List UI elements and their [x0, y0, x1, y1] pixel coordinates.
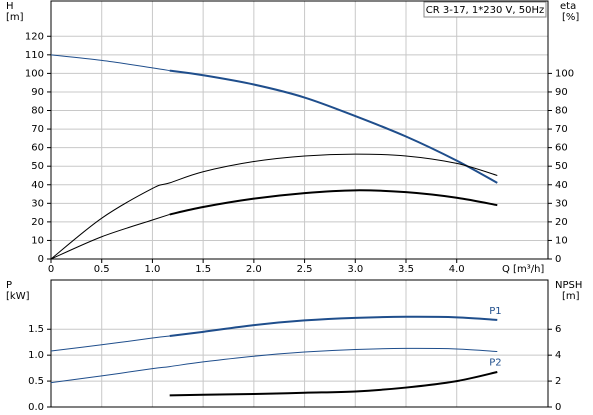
y-tick-label: 20 — [31, 217, 44, 228]
y2-tick-label: 0 — [555, 402, 561, 413]
curve-label: P1 — [489, 306, 501, 317]
y-tick-label: 60 — [31, 143, 44, 154]
y2-tick-label: 80 — [555, 106, 568, 117]
y-tick-label: 70 — [31, 124, 44, 135]
curve — [50, 347, 498, 384]
y-tick-label: 10 — [31, 235, 44, 246]
chart-title: CR 3-17, 1*230 V, 50Hz — [426, 5, 544, 16]
curve-label: P2 — [489, 358, 501, 369]
y2-axis-unit: [%] — [562, 12, 579, 23]
x-tick-label: 3.5 — [398, 264, 414, 275]
y-tick-label: 1.0 — [28, 350, 44, 361]
y-tick-label: 80 — [31, 106, 44, 117]
y2-tick-label: 50 — [555, 161, 568, 172]
y2-tick-label: 4 — [555, 350, 561, 361]
y2-axis-label: NPSH — [555, 280, 582, 291]
curve — [169, 189, 498, 216]
x-tick-label: 0 — [48, 264, 54, 275]
y2-axis-unit: [m] — [562, 291, 580, 302]
x-tick-label: 1.0 — [144, 264, 160, 275]
x-axis-label: Q [m³/h] — [502, 264, 544, 275]
y2-tick-label: 0 — [555, 254, 561, 265]
y-tick-label: 30 — [31, 198, 44, 209]
plot-frame — [50, 279, 549, 408]
x-tick-label: 4.0 — [449, 264, 465, 275]
y-axis-label: P — [6, 280, 12, 291]
curve — [169, 315, 498, 337]
y-axis-unit: [kW] — [6, 291, 30, 302]
y-tick-label: 120 — [25, 31, 44, 42]
y2-tick-label: 30 — [555, 198, 568, 209]
y-axis-unit: [m] — [6, 12, 24, 23]
curve — [169, 371, 498, 397]
y-tick-label: 50 — [31, 161, 44, 172]
title-box — [423, 1, 547, 18]
y-tick-label: 0.0 — [28, 402, 44, 413]
x-tick-label: 2.0 — [246, 264, 262, 275]
x-tick-label: 1.5 — [195, 264, 211, 275]
y-tick-label: 90 — [31, 87, 44, 98]
y2-tick-label: 90 — [555, 87, 568, 98]
y-axis-label: H — [6, 1, 14, 12]
y2-tick-label: 20 — [555, 217, 568, 228]
y2-tick-label: 2 — [555, 376, 561, 387]
curve — [50, 54, 170, 72]
x-tick-label: 3.0 — [347, 264, 363, 275]
x-tick-label: 0.5 — [94, 264, 110, 275]
y-tick-label: 110 — [25, 50, 44, 61]
curve — [169, 69, 498, 184]
y2-tick-label: 60 — [555, 143, 568, 154]
plot-frame — [50, 0, 549, 260]
curve — [50, 213, 170, 260]
y2-tick-label: 70 — [555, 124, 568, 135]
curve — [50, 153, 498, 260]
y2-tick-label: 10 — [555, 235, 568, 246]
y2-tick-label: 6 — [555, 324, 561, 335]
y-tick-label: 1.5 — [28, 324, 44, 335]
curve — [50, 335, 170, 352]
y-tick-label: 0.5 — [28, 376, 44, 387]
y-tick-label: 0 — [38, 254, 44, 265]
y-tick-label: 100 — [25, 68, 44, 79]
y2-axis-label: eta — [560, 1, 576, 12]
y2-tick-label: 40 — [555, 180, 568, 191]
y2-tick-label: 100 — [555, 68, 574, 79]
y-tick-label: 40 — [31, 180, 44, 191]
x-tick-label: 2.5 — [297, 264, 313, 275]
